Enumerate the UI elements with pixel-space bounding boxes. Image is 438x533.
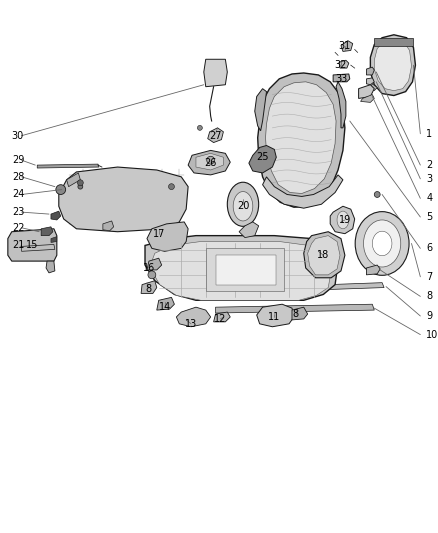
Text: 24: 24 bbox=[12, 190, 24, 199]
Ellipse shape bbox=[337, 211, 349, 229]
Text: 33: 33 bbox=[335, 74, 347, 84]
Ellipse shape bbox=[56, 185, 66, 195]
Polygon shape bbox=[145, 236, 338, 300]
Polygon shape bbox=[258, 73, 345, 207]
Polygon shape bbox=[152, 241, 331, 300]
Polygon shape bbox=[206, 248, 284, 290]
Text: 8: 8 bbox=[146, 284, 152, 294]
Polygon shape bbox=[371, 35, 415, 95]
Text: 20: 20 bbox=[237, 201, 249, 211]
Text: 4: 4 bbox=[426, 193, 432, 204]
Ellipse shape bbox=[233, 191, 253, 221]
Polygon shape bbox=[214, 312, 230, 322]
Polygon shape bbox=[292, 307, 307, 320]
Polygon shape bbox=[37, 164, 99, 168]
Text: 8: 8 bbox=[426, 292, 432, 301]
Text: 31: 31 bbox=[339, 41, 351, 51]
Text: 30: 30 bbox=[12, 131, 24, 141]
Polygon shape bbox=[147, 222, 188, 252]
Text: 22: 22 bbox=[12, 223, 24, 233]
Polygon shape bbox=[328, 282, 384, 289]
Text: 17: 17 bbox=[152, 229, 165, 239]
Ellipse shape bbox=[364, 220, 401, 267]
Text: 9: 9 bbox=[426, 311, 432, 321]
Text: 5: 5 bbox=[426, 212, 432, 222]
Text: 10: 10 bbox=[426, 329, 438, 340]
Ellipse shape bbox=[372, 231, 392, 256]
Ellipse shape bbox=[355, 212, 409, 276]
Text: 11: 11 bbox=[268, 312, 280, 322]
Polygon shape bbox=[339, 60, 349, 68]
Ellipse shape bbox=[169, 184, 174, 190]
Text: 25: 25 bbox=[256, 152, 269, 162]
Polygon shape bbox=[51, 237, 57, 243]
Polygon shape bbox=[307, 236, 340, 275]
Polygon shape bbox=[215, 304, 374, 313]
Polygon shape bbox=[360, 94, 374, 102]
Polygon shape bbox=[333, 74, 350, 82]
Ellipse shape bbox=[207, 156, 215, 164]
Text: 29: 29 bbox=[12, 155, 24, 165]
Text: 32: 32 bbox=[335, 60, 347, 70]
Text: 8: 8 bbox=[293, 309, 299, 319]
Text: 7: 7 bbox=[426, 272, 432, 282]
Text: 26: 26 bbox=[205, 158, 217, 168]
Ellipse shape bbox=[374, 191, 380, 197]
Polygon shape bbox=[263, 175, 343, 208]
Polygon shape bbox=[367, 67, 374, 75]
Polygon shape bbox=[177, 307, 211, 327]
Polygon shape bbox=[157, 297, 174, 310]
Polygon shape bbox=[141, 281, 157, 294]
Text: 28: 28 bbox=[12, 172, 24, 182]
Polygon shape bbox=[255, 88, 266, 131]
Polygon shape bbox=[249, 146, 276, 173]
Polygon shape bbox=[367, 78, 374, 85]
Text: 15: 15 bbox=[26, 240, 39, 251]
Polygon shape bbox=[304, 232, 345, 278]
Text: 23: 23 bbox=[12, 207, 24, 217]
Polygon shape bbox=[67, 173, 80, 187]
Ellipse shape bbox=[148, 271, 156, 279]
Polygon shape bbox=[374, 38, 413, 45]
Polygon shape bbox=[21, 245, 55, 252]
Polygon shape bbox=[46, 261, 55, 273]
Polygon shape bbox=[204, 59, 227, 87]
Text: 1: 1 bbox=[426, 129, 432, 139]
Polygon shape bbox=[371, 84, 377, 91]
Polygon shape bbox=[374, 39, 412, 91]
Text: 2: 2 bbox=[426, 160, 432, 170]
Polygon shape bbox=[367, 265, 380, 275]
Polygon shape bbox=[341, 41, 353, 51]
Text: 12: 12 bbox=[214, 314, 226, 324]
Polygon shape bbox=[59, 167, 188, 232]
Polygon shape bbox=[330, 206, 355, 233]
Polygon shape bbox=[215, 255, 276, 285]
Polygon shape bbox=[265, 82, 336, 193]
Text: 6: 6 bbox=[426, 244, 432, 253]
Polygon shape bbox=[208, 128, 223, 142]
Polygon shape bbox=[103, 221, 113, 231]
Ellipse shape bbox=[78, 180, 83, 185]
Polygon shape bbox=[147, 258, 162, 270]
Polygon shape bbox=[51, 211, 61, 220]
Polygon shape bbox=[336, 82, 346, 128]
Polygon shape bbox=[196, 154, 223, 170]
Text: 18: 18 bbox=[317, 250, 329, 260]
Text: 14: 14 bbox=[159, 302, 171, 312]
Polygon shape bbox=[188, 150, 230, 175]
Polygon shape bbox=[8, 229, 57, 261]
Text: 16: 16 bbox=[143, 263, 155, 273]
Text: 27: 27 bbox=[209, 131, 222, 141]
Ellipse shape bbox=[78, 184, 83, 189]
Polygon shape bbox=[257, 304, 294, 327]
Text: 3: 3 bbox=[426, 174, 432, 184]
Text: 19: 19 bbox=[339, 215, 351, 225]
Text: 21: 21 bbox=[12, 240, 24, 251]
Polygon shape bbox=[359, 85, 374, 99]
Polygon shape bbox=[41, 227, 53, 236]
Polygon shape bbox=[239, 222, 259, 238]
Text: 13: 13 bbox=[185, 319, 197, 329]
Ellipse shape bbox=[227, 182, 259, 227]
Ellipse shape bbox=[198, 125, 202, 130]
